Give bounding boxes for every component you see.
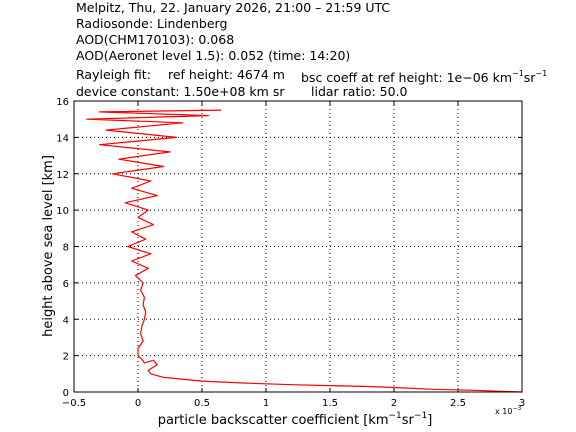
title-line-rayleigh-label: Rayleigh fit:: [76, 67, 151, 82]
x-tick-label: 1.5: [322, 398, 338, 409]
y-tick-label: 16: [56, 97, 69, 108]
x-tick-label: 3: [519, 398, 525, 409]
y-tick-label: 12: [56, 170, 69, 181]
title-line-bsc-coeff: bsc coeff at ref height: 1e−06 km−1sr−1: [301, 69, 548, 86]
x-tick-label: 1: [263, 398, 269, 409]
y-tick-label: 8: [63, 243, 69, 254]
title-line-site-time: Melpitz, Thu, 22. January 2026, 21:00 – …: [76, 0, 391, 15]
y-tick-label: 4: [63, 315, 69, 326]
title-line-lidar-ratio: lidar ratio: 50.0: [311, 84, 408, 99]
y-tick-label: 2: [63, 352, 69, 363]
grid: [74, 101, 522, 392]
title-line-aod-chm: AOD(CHM170103): 0.068: [76, 32, 235, 47]
backscatter-profile-line: [86, 109, 523, 393]
x-scale-note: x 10−3: [495, 405, 521, 416]
y-tick-label: 14: [56, 133, 69, 144]
y-tick-label: 6: [63, 279, 69, 290]
x-tick-label: 0.5: [194, 398, 210, 409]
x-tick-label: −0.5: [62, 398, 86, 409]
title-line-radiosonde: Radiosonde: Lindenberg: [76, 16, 228, 31]
y-tick-label: 10: [56, 206, 69, 217]
y-tick-label: 0: [63, 388, 69, 399]
x-axis-label: particle backscatter coefficient [km−1sr…: [158, 411, 433, 428]
y-axis-label: height above sea level [km]: [41, 155, 56, 337]
x-tick-label: 0: [135, 398, 141, 409]
plot-frame: [73, 100, 523, 393]
title-line-device-constant: device constant: 1.50e+08 km sr: [76, 84, 285, 99]
x-tick-label: 2: [391, 398, 397, 409]
title-line-aod-aeronet: AOD(Aeronet level 1.5): 0.052 (time: 14:…: [76, 48, 351, 63]
x-tick-label: 2.5: [450, 398, 466, 409]
title-line-ref-height: ref height: 4674 m: [168, 67, 285, 82]
series-layer: [86, 109, 523, 393]
